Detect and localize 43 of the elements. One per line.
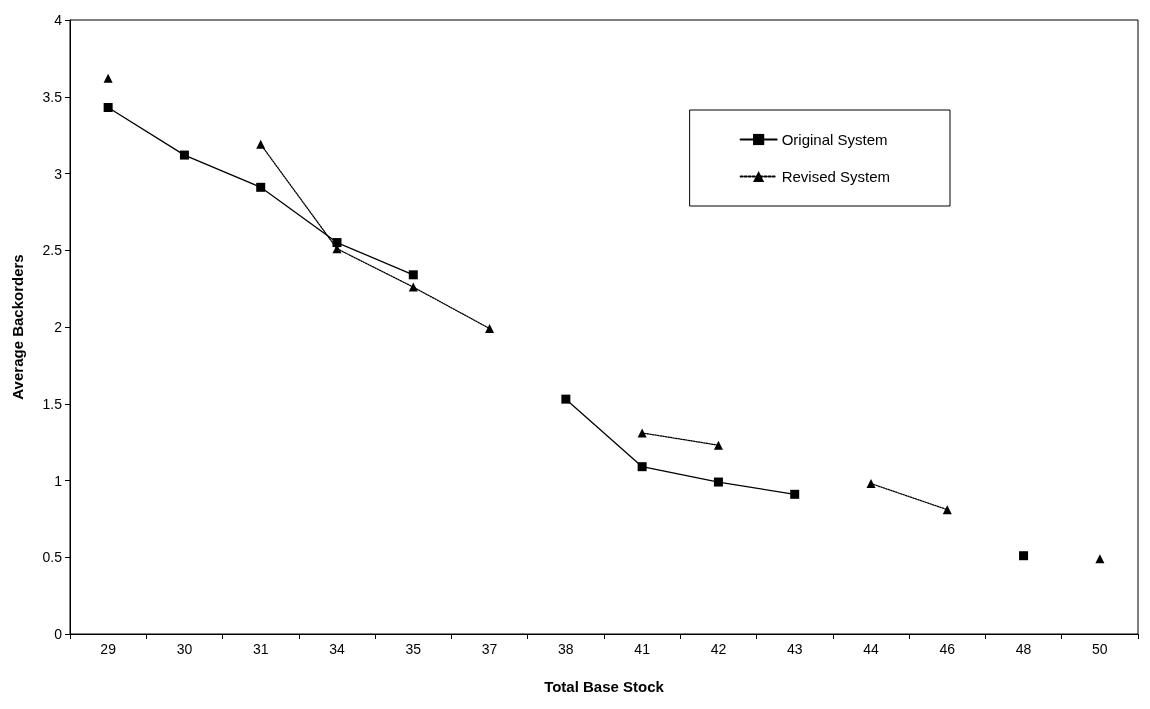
x-tick-label: 48 [1015,641,1032,657]
point [866,479,876,489]
x-tick-label: 42 [710,641,727,657]
legend-label: Original System [781,131,888,148]
x-tick-label: 50 [1092,641,1108,657]
y-axis-title: Average Backorders [9,254,26,400]
point [103,103,113,112]
point [256,182,266,192]
point [256,139,266,149]
x-tick-label: 43 [786,641,803,657]
x-tick-label: 38 [558,641,574,657]
x-tick-label: 31 [252,641,269,657]
point [332,238,342,248]
y-tick-label: 3.5 [42,88,63,105]
x-tick-label: 29 [100,641,117,657]
y-tick-label: 1.5 [42,395,63,412]
point [408,270,418,280]
x-axis-title: Total Base Stock [544,678,665,695]
x-tick-label: 44 [863,641,879,657]
point [179,150,189,160]
y-tick-label: 0 [54,626,63,642]
x-tick-label: 34 [329,641,345,657]
x-tick-label: 35 [405,641,422,657]
point [713,440,723,450]
y-tick-label: 1 [54,472,63,489]
y-tick-label: 4 [54,12,63,28]
y-tick-label: 0.5 [42,549,63,566]
point [1019,551,1029,561]
point [485,324,495,334]
y-tick-label: 2.5 [42,242,63,259]
point [561,394,571,404]
x-tick-label: 41 [634,641,651,657]
x-tick-label: 37 [481,641,498,657]
point [713,477,723,487]
point [790,489,800,499]
legend-label: Revised System [781,168,891,185]
point [408,282,418,292]
y-tick-label: 2 [54,319,63,335]
point [103,73,113,83]
y-tick-label: 3 [54,165,63,182]
point [637,462,647,472]
x-tick-label: 30 [176,641,193,657]
x-tick-label: 46 [939,641,956,657]
